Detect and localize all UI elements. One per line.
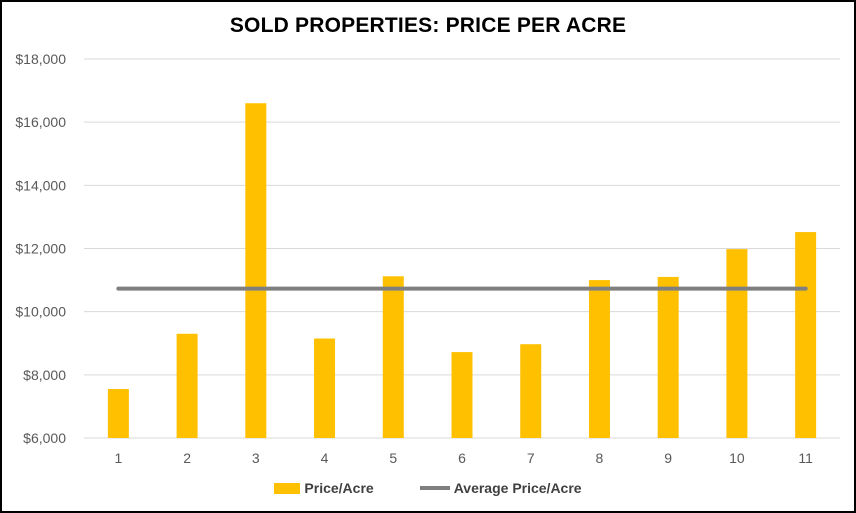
x-tick-label: 2 [183,450,191,466]
chart-legend: Price/Acre Average Price/Acre [0,480,856,496]
bar [107,389,129,438]
x-tick-label: 5 [389,450,397,466]
legend-item-average-price-acre: Average Price/Acre [419,480,582,496]
y-tick-label: $8,000 [23,367,66,383]
bar [520,344,542,438]
x-tick-label: 7 [527,450,535,466]
bar [726,249,748,438]
bar [245,103,267,438]
x-tick-label: 8 [596,450,604,466]
x-tick-label: 11 [798,450,813,466]
y-tick-label: $12,000 [15,241,66,257]
x-tick-label: 1 [114,450,122,466]
y-tick-label: $14,000 [15,177,66,193]
y-tick-label: $6,000 [23,430,66,446]
chart-title: SOLD PROPERTIES: PRICE PER ACRE [229,14,627,37]
bar [176,333,198,438]
bar [382,276,404,438]
x-tick-label: 10 [729,450,745,466]
x-tick-label: 4 [321,450,329,466]
bar [451,352,473,438]
y-tick-label: $18,000 [15,51,66,67]
y-tick-label: $10,000 [15,304,66,320]
x-tick-label: 3 [252,450,260,466]
bar [657,276,679,438]
y-tick-label: $16,000 [15,114,66,130]
legend-label-price-acre: Price/Acre [304,480,374,496]
legend-swatch-price-acre [274,482,301,494]
x-tick-label: 6 [458,450,466,466]
x-tick-label: 9 [664,450,672,466]
legend-swatch-average-price-acre [419,486,450,490]
bar [588,280,610,438]
legend-item-price-acre: Price/Acre [274,480,374,496]
bar [795,232,817,438]
bar [314,338,336,438]
legend-label-average-price-acre: Average Price/Acre [453,480,582,496]
